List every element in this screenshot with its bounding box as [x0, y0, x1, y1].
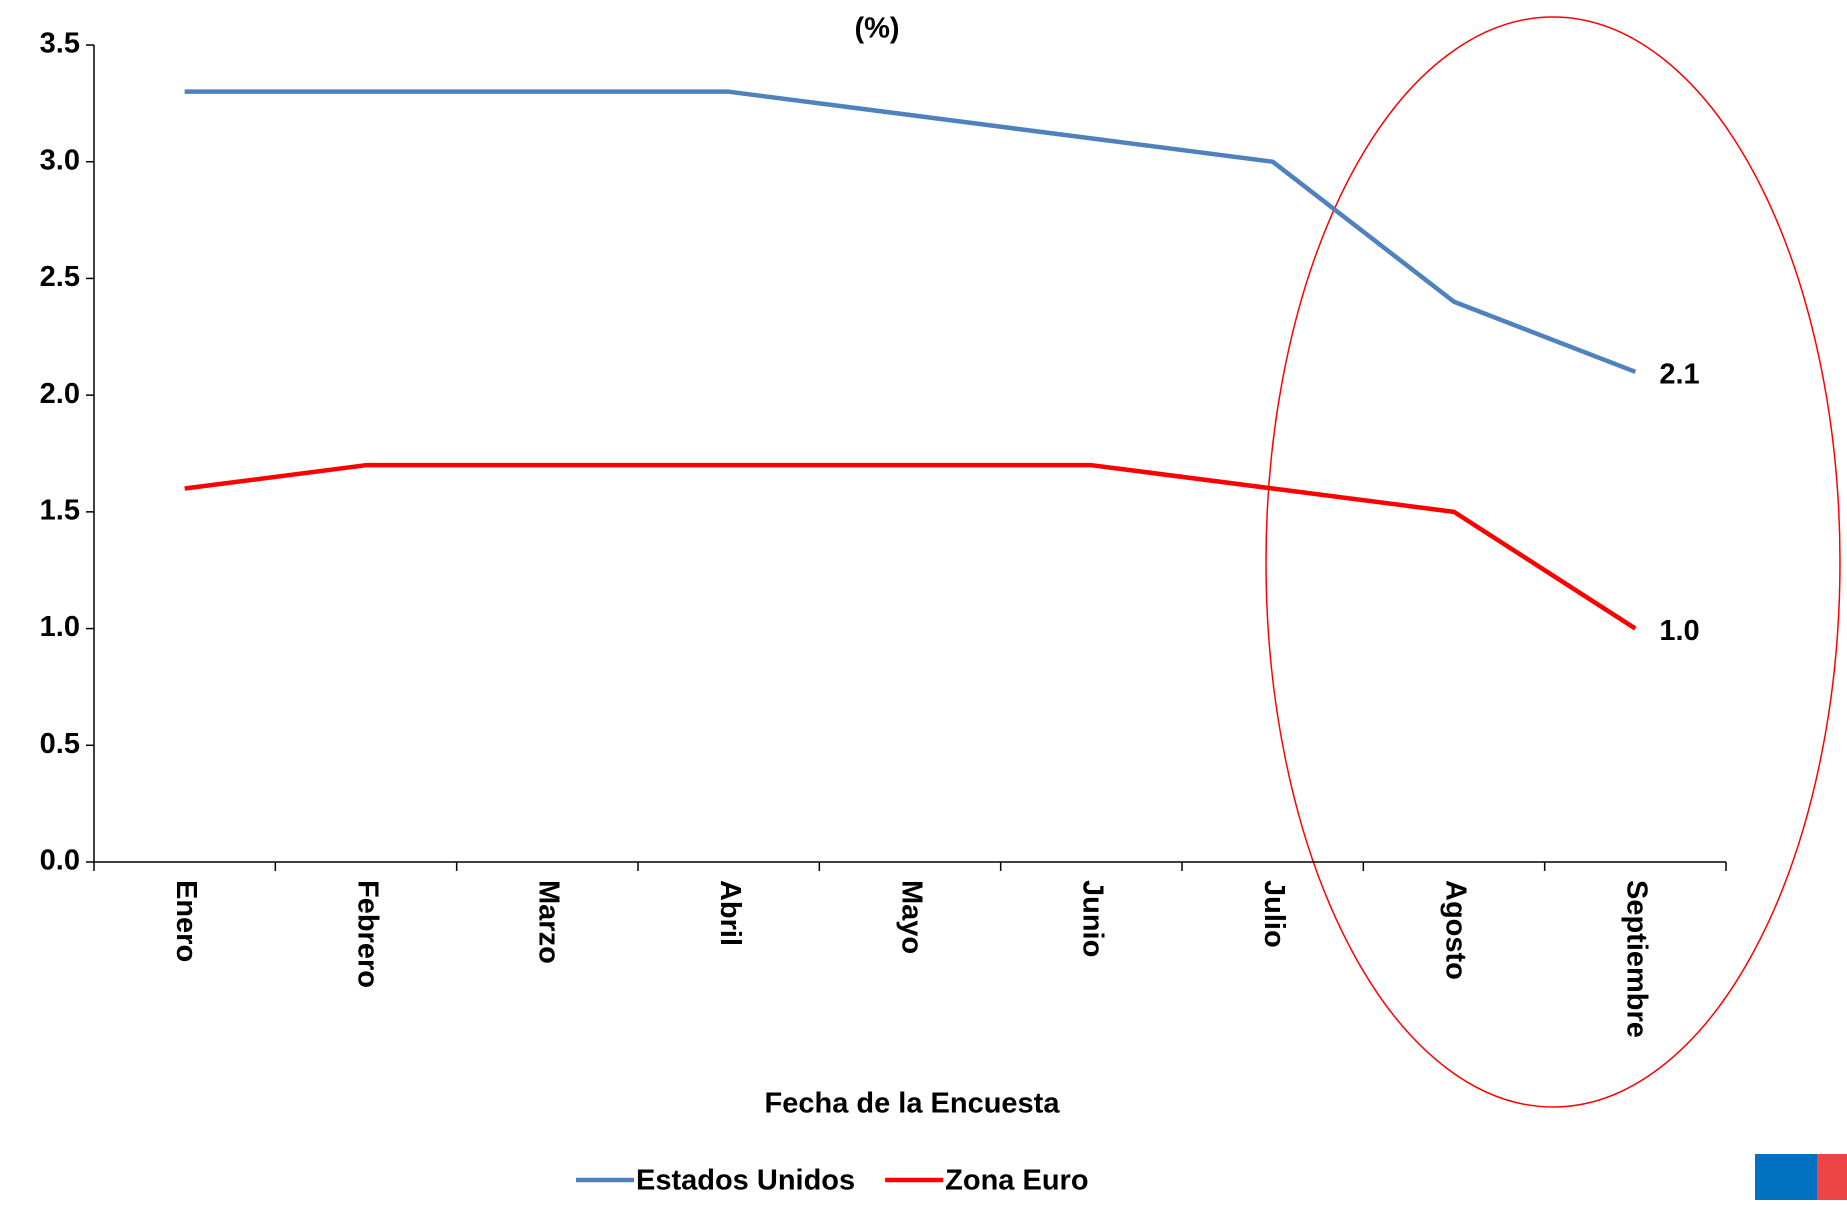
y-tick-label: 2.5 — [40, 261, 80, 293]
y-tick-label: 0.5 — [40, 728, 80, 760]
y-tick-label: 3.5 — [40, 28, 80, 60]
logo-blue — [1755, 1154, 1817, 1200]
chart-title: (%) — [854, 13, 899, 45]
highlight-ellipse — [1265, 16, 1841, 1108]
x-tick-label: Abril — [714, 880, 746, 946]
y-tick-label: 2.0 — [40, 378, 80, 410]
x-tick-label: Enero — [170, 880, 202, 962]
data-label: 2.1 — [1659, 358, 1699, 390]
x-tick-label: Febrero — [351, 880, 383, 988]
series-line — [184, 462, 1637, 631]
x-tick-label: Julio — [1258, 880, 1290, 948]
legend-label: Estados Unidos — [636, 1165, 855, 1197]
y-tick-label: 1.0 — [40, 611, 80, 643]
series-line — [184, 89, 1637, 374]
x-tick-label: Junio — [1077, 880, 1109, 957]
x-tick-label: Agosto — [1439, 880, 1471, 980]
y-tick-label: 0.0 — [40, 845, 80, 877]
x-tick-label: Septiembre — [1621, 880, 1653, 1038]
logo-red — [1817, 1154, 1847, 1200]
legend-label: Zona Euro — [945, 1165, 1088, 1197]
y-tick-label: 3.0 — [40, 144, 80, 176]
data-label: 1.0 — [1659, 615, 1699, 647]
y-tick-label: 1.5 — [40, 495, 80, 527]
x-tick-label: Mayo — [895, 880, 927, 954]
x-axis-title: Fecha de la Encuesta — [765, 1088, 1061, 1120]
x-tick-label: Marzo — [533, 880, 565, 964]
